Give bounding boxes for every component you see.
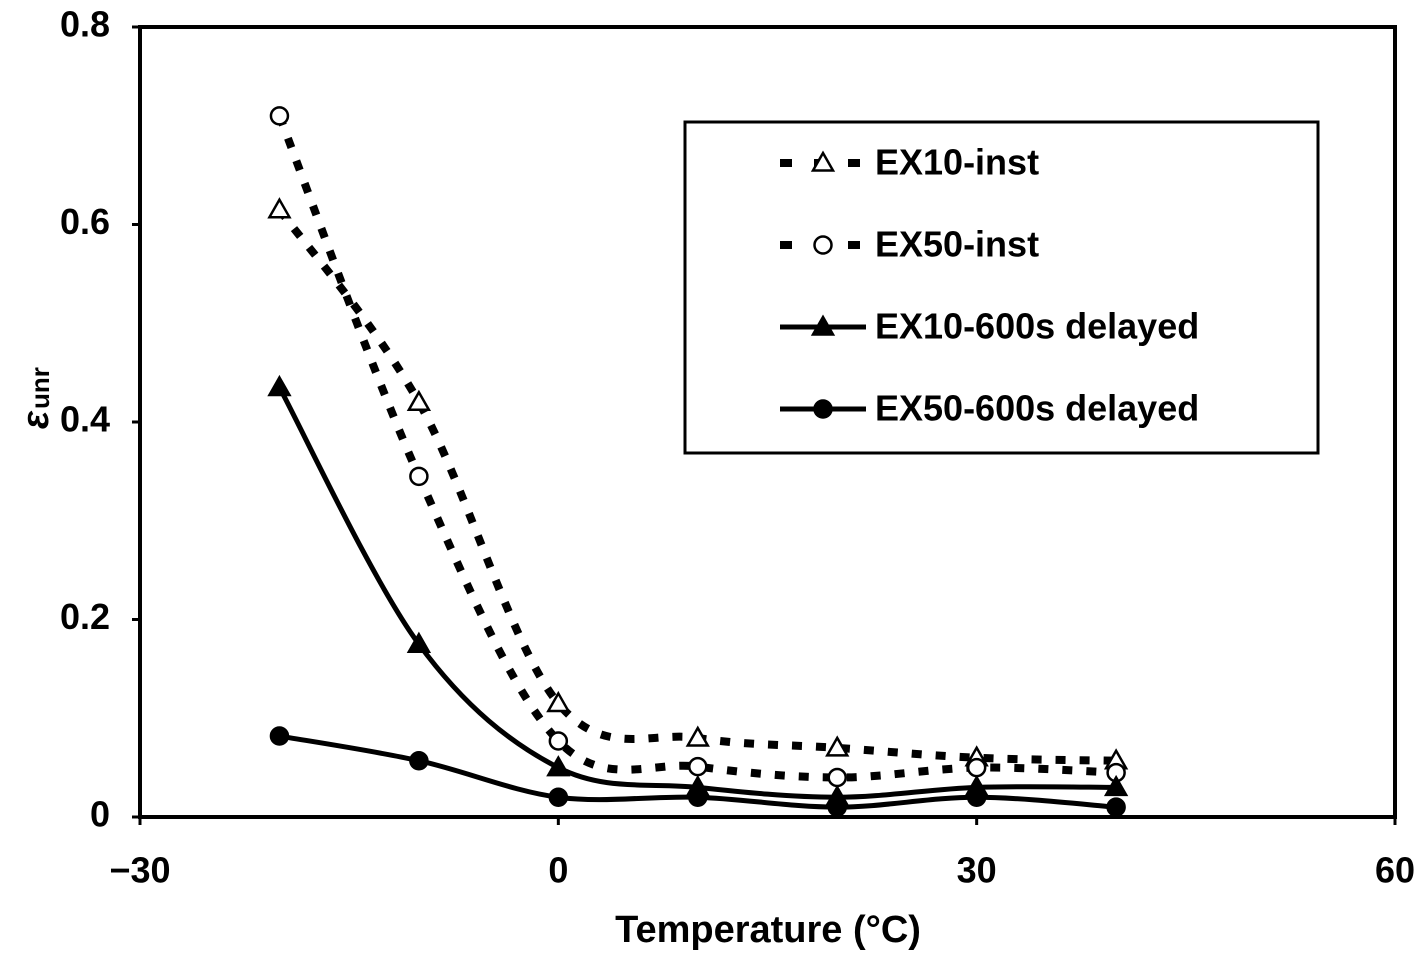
marker — [813, 235, 833, 255]
marker — [827, 767, 847, 788]
x-tick-label: 0 — [548, 850, 568, 891]
x-tick-label: −30 — [109, 850, 170, 891]
marker — [269, 726, 290, 746]
legend-label: EX50-inst — [875, 224, 1039, 265]
marker — [548, 787, 569, 807]
marker — [546, 690, 571, 713]
marker — [813, 399, 833, 419]
marker — [1103, 774, 1129, 797]
y-tick-label: 0.8 — [60, 4, 110, 45]
marker — [1106, 797, 1126, 817]
marker — [546, 755, 571, 777]
legend-label: EX50-600s delayed — [875, 388, 1199, 429]
series-line — [275, 114, 1117, 782]
y-axis-label: ε unr — [15, 367, 57, 429]
y-tick-label: 0.6 — [60, 201, 110, 242]
series-line — [276, 207, 1117, 765]
marker — [409, 466, 429, 487]
marker — [966, 757, 987, 778]
marker — [688, 787, 708, 807]
marker — [406, 389, 432, 411]
legend-label: EX10-600s delayed — [875, 306, 1199, 347]
marker — [267, 197, 292, 219]
x-tick-label: 30 — [957, 850, 997, 891]
marker — [688, 756, 708, 777]
legend-box — [683, 120, 1320, 455]
marker — [810, 314, 836, 336]
y-tick-label: 0.4 — [60, 399, 110, 440]
marker — [825, 735, 850, 757]
marker — [269, 106, 290, 126]
x-tick-label: 60 — [1375, 850, 1415, 891]
marker — [810, 150, 836, 172]
marker — [406, 631, 432, 653]
marker — [409, 750, 429, 771]
y-label-subscript: unr — [25, 367, 55, 409]
y-tick-label: 0 — [90, 794, 110, 835]
marker — [966, 787, 987, 807]
y-tick-label: 0.2 — [60, 596, 110, 637]
y-label-symbol: ε — [15, 410, 57, 429]
x-axis-label: Temperature (°C) — [615, 909, 921, 951]
marker — [685, 725, 710, 747]
marker — [548, 731, 569, 751]
marker — [827, 797, 847, 817]
marker — [267, 374, 292, 397]
legend-label: EX10-inst — [875, 142, 1039, 183]
